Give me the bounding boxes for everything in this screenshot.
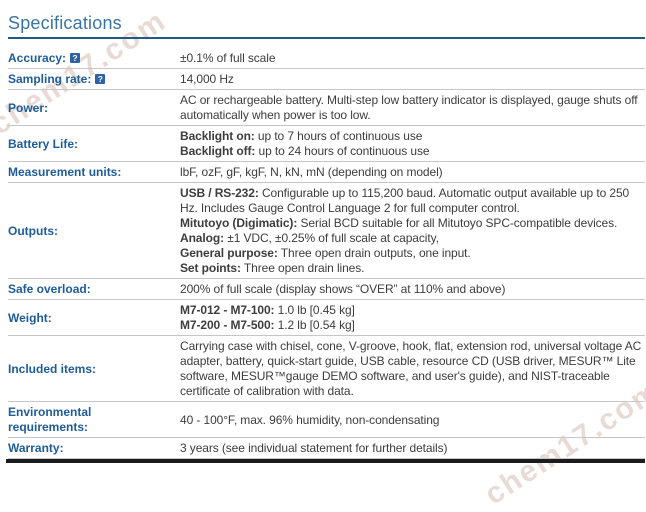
spec-value: USB / RS-232: Configurable up to 115,200…: [180, 182, 645, 279]
spec-row: Accuracy:? ±0.1% of full scale: [8, 48, 645, 69]
spec-value-line: 40 - 100°F, max. 96% humidity, non-conde…: [180, 412, 440, 427]
spec-value-line: 3 years (see individual statement for fu…: [180, 441, 448, 455]
spec-label: Sampling rate:?: [8, 68, 180, 90]
spec-label: Safe overload:: [8, 278, 180, 300]
spec-value-line: lbF, ozF, gF, kgF, N, kN, mN (depending …: [180, 165, 443, 179]
specifications-page: Specifications Accuracy:? ±0.1% of full s…: [0, 14, 646, 463]
spec-value: M7-012 - M7-100: 1.0 lb [0.45 kg] M7-200 …: [180, 299, 645, 336]
spec-label: Warranty:: [8, 437, 180, 459]
spec-label: Included items:: [8, 335, 180, 402]
spec-value: AC or rechargeable battery. Multi-step l…: [180, 89, 645, 126]
spec-row: Measurement units: lbF, ozF, gF, kgF, N, …: [8, 161, 645, 183]
help-icon[interactable]: ?: [70, 53, 81, 63]
spec-row: Warranty: 3 years (see individual stateme…: [8, 437, 645, 459]
spec-label: Power:: [8, 89, 180, 126]
spec-row: Included items: Carrying case with chisel…: [8, 335, 645, 402]
spec-value-line: AC or rechargeable battery. Multi-step l…: [180, 93, 638, 122]
spec-value-line: 200% of full scale (display shows “OVER”…: [180, 282, 506, 296]
spec-value-line: 14,000 Hz: [180, 72, 234, 86]
spec-row: Environmental requirements: 40 - 100°F, m…: [8, 401, 645, 438]
spec-value: 40 - 100°F, max. 96% humidity, non-conde…: [180, 401, 645, 438]
spec-value: 200% of full scale (display shows “OVER”…: [180, 278, 645, 300]
spec-value-line: M7-012 - M7-100: 1.0 lb [0.45 kg]: [180, 303, 355, 317]
spec-value-line: M7-200 - M7-500: 1.2 lb [0.54 kg]: [180, 318, 355, 332]
spec-value-line: Analog: ±1 VDC, ±0.25% of full scale at …: [180, 231, 439, 245]
spec-value-line: ±0.1% of full scale: [180, 51, 276, 65]
page-title: Specifications: [8, 13, 122, 33]
spec-row: Battery Life: Backlight on: up to 7 hours…: [8, 125, 645, 162]
spec-value-line: Set points: Three open drain lines.: [180, 261, 365, 275]
spec-value-line: Carrying case with chisel, cone, V-groov…: [180, 339, 642, 398]
header-divider: [8, 37, 645, 39]
spec-value-line: Backlight off: up to 24 hours of continu…: [180, 144, 430, 158]
spec-value-line: Mitutoyo (Digimatic): Serial BCD suitabl…: [180, 216, 618, 230]
spec-row: Safe overload: 200% of full scale (displa…: [8, 278, 645, 300]
spec-label: Weight:: [8, 299, 180, 336]
spec-value: lbF, ozF, gF, kgF, N, kN, mN (depending …: [180, 161, 645, 183]
spec-value: 14,000 Hz: [180, 68, 645, 90]
spec-row: Sampling rate:? 14,000 Hz: [8, 68, 645, 90]
spec-value: ±0.1% of full scale: [180, 48, 645, 69]
spec-label: Accuracy:?: [8, 48, 180, 69]
spec-row: Outputs: USB / RS-232: Configurable up to…: [8, 182, 645, 279]
spec-label: Outputs:: [8, 182, 180, 279]
help-icon[interactable]: ?: [95, 74, 106, 84]
table-bottom-divider: [6, 459, 645, 463]
specifications-table: Accuracy:? ±0.1% of full scale Sampling ra…: [8, 48, 645, 459]
spec-value: 3 years (see individual statement for fu…: [180, 437, 645, 459]
spec-label: Measurement units:: [8, 161, 180, 183]
spec-value-line: USB / RS-232: Configurable up to 115,200…: [180, 186, 630, 215]
spec-value: Carrying case with chisel, cone, V-groov…: [180, 335, 645, 402]
spec-value-line: Backlight on: up to 7 hours of continuou…: [180, 129, 423, 143]
spec-value-line: General purpose: Three open drain output…: [180, 246, 471, 260]
spec-row: Power: AC or rechargeable battery. Multi-…: [8, 89, 645, 126]
spec-label: Battery Life:: [8, 125, 180, 162]
spec-label: Environmental requirements:: [8, 401, 180, 438]
spec-row: Weight: M7-012 - M7-100: 1.0 lb [0.45 kg]…: [8, 299, 645, 336]
spec-value: Backlight on: up to 7 hours of continuou…: [180, 125, 645, 162]
